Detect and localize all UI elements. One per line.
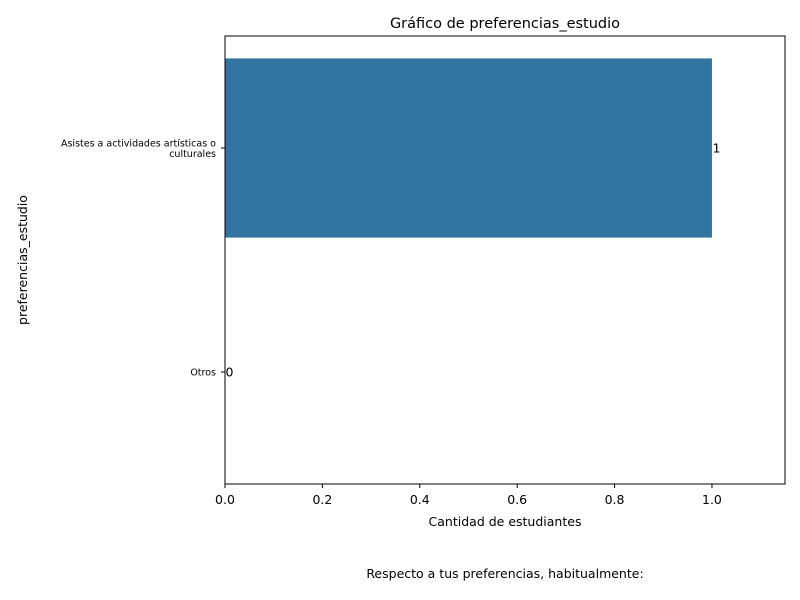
data-label: 0 — [226, 365, 234, 380]
x-tick-label: 0.2 — [312, 492, 332, 507]
x-axis-label: Cantidad de estudiantes — [429, 514, 582, 529]
y-axis-label: preferencias_estudio — [15, 195, 30, 325]
x-tick-label: 0.6 — [507, 492, 527, 507]
chart-title: Gráfico de preferencias_estudio — [390, 16, 620, 32]
x-tick-label: 0.4 — [410, 492, 430, 507]
y-tick-label: Otros — [190, 368, 216, 379]
x-tick-label: 0.8 — [605, 492, 625, 507]
x-tick-label: 1.0 — [702, 492, 722, 507]
y-tick-label: Asistes a actividades artísticas o cultur… — [61, 138, 216, 160]
plot-frame — [224, 35, 786, 485]
x-tick-label: 0.0 — [215, 492, 235, 507]
chart-caption: Respecto a tus preferencias, habitualmen… — [366, 566, 644, 581]
data-label: 1 — [712, 141, 720, 156]
bar — [225, 58, 712, 238]
